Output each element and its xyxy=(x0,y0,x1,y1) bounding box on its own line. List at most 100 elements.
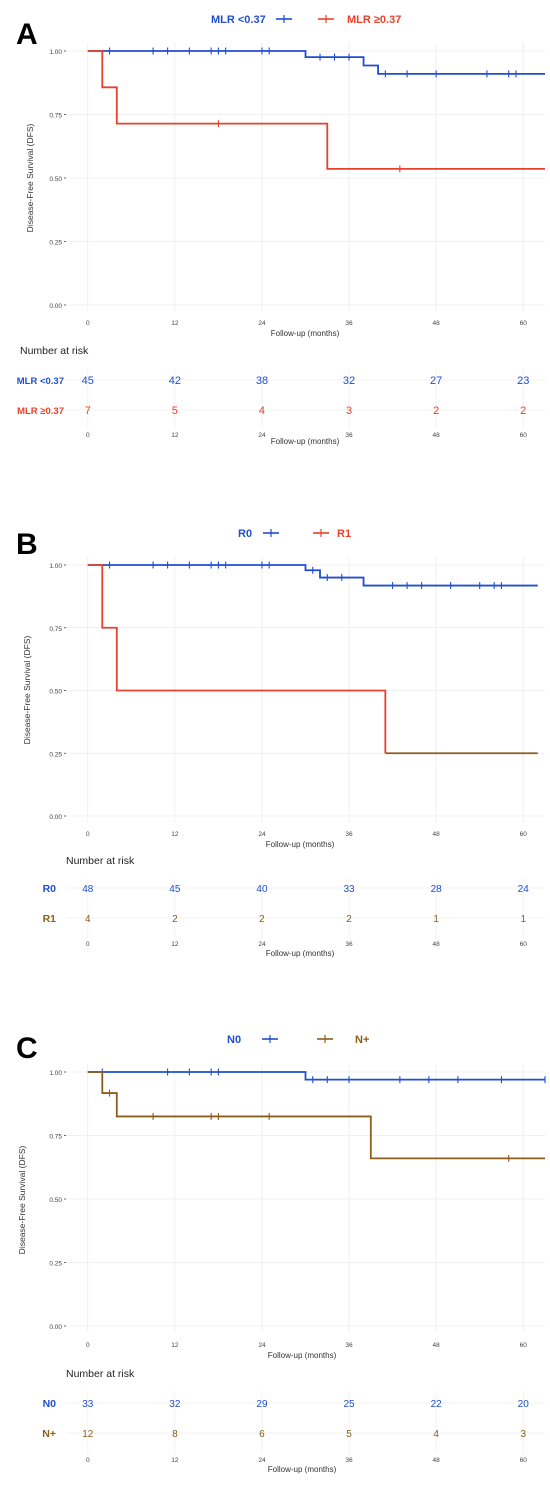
pa-risk-value: 2 xyxy=(433,405,439,417)
pa-y-tick-label: 0.50 xyxy=(49,176,62,183)
risk-x-axis-title-b: Follow-up (months) xyxy=(266,949,335,958)
pa-x-tick-label: 24 xyxy=(258,320,266,327)
risk-label-b-0: R0 xyxy=(43,883,57,895)
pa-risk-value: 2 xyxy=(520,405,526,417)
pb-risk-x-tick-label: 24 xyxy=(258,941,266,948)
pa-risk-x-tick-label: 12 xyxy=(171,432,179,439)
pb-risk-value: 28 xyxy=(431,884,443,895)
pb-risk-value: 1 xyxy=(520,914,526,925)
pb-risk-x-tick-label: 36 xyxy=(345,941,353,948)
risk-title-b: Number at risk xyxy=(66,855,135,867)
pb-risk-x-tick-label: 0 xyxy=(86,941,90,948)
pa-risk-value: 7 xyxy=(85,405,91,417)
pa-y-tick-label: 0.75 xyxy=(49,113,62,120)
pc-risk-value: 25 xyxy=(343,1399,355,1410)
pb-y-tick-label: 0.25 xyxy=(49,751,62,758)
plot-area-b: 0.00 0.25 0.50 0.75 1.00 0 12 24 36 48 60 xyxy=(49,557,545,838)
pc-x-tick-label: 48 xyxy=(433,1342,441,1349)
pc-risk-x-tick-label: 60 xyxy=(520,1457,528,1464)
pc-risk-value: 20 xyxy=(518,1399,530,1410)
legend-a-swatch-0 xyxy=(276,15,292,23)
pa-risk-x-tick-label: 60 xyxy=(520,432,528,439)
pc-risk-value: 29 xyxy=(256,1399,268,1410)
legend-c-swatch-1 xyxy=(317,1035,333,1043)
pb-risk-value: 4 xyxy=(85,914,91,925)
pa-risk-value: 38 xyxy=(256,375,268,387)
legend-a-label-1: MLR ≥0.37 xyxy=(347,14,401,26)
pc-risk-x-tick-label: 12 xyxy=(171,1457,179,1464)
pa-x-tick-label: 0 xyxy=(86,320,90,327)
pc-y-tick-label: 0.25 xyxy=(49,1261,62,1268)
pa-risk-value: 23 xyxy=(517,375,529,387)
legend-c-label-1: N+ xyxy=(355,1034,369,1046)
pb-risk-x-tick-label: 60 xyxy=(520,941,528,948)
risk-label-a-1: MLR ≥0.37 xyxy=(17,406,64,417)
risk-label-c-1: N+ xyxy=(42,1428,56,1440)
pc-risk-value: 3 xyxy=(520,1429,526,1440)
pa-x-tick-label: 48 xyxy=(433,320,441,327)
pb-risk-x-tick-label: 48 xyxy=(433,941,441,948)
pa-risk-x-tick-label: 48 xyxy=(433,432,441,439)
pb-x-tick-label: 60 xyxy=(520,831,528,838)
y-axis-title-a: Disease-Free Survival (DFS) xyxy=(25,124,35,233)
pa-risk-value: 5 xyxy=(172,405,178,417)
pb-risk-value: 24 xyxy=(518,884,530,895)
pc-risk-value: 4 xyxy=(433,1429,439,1440)
pc-curve-0 xyxy=(87,1071,545,1081)
legend-c-label-0: N0 xyxy=(227,1034,241,1046)
pb-y-tick-label: 0.75 xyxy=(49,626,62,633)
pa-risk-value: 45 xyxy=(82,375,94,387)
pc-risk-x-tick-label: 36 xyxy=(345,1457,353,1464)
pa-y-tick-label: 0.25 xyxy=(49,240,62,247)
pa-risk-value: 32 xyxy=(343,375,355,387)
risk-table-b: 48 45 40 33 28 24 4 2 2 2 1 1 0 12 24 36 48 60 xyxy=(66,878,545,948)
pc-x-tick-label: 0 xyxy=(86,1342,90,1349)
legend-b-label-1: R1 xyxy=(337,528,351,540)
legend-b-label-0: R0 xyxy=(238,528,252,540)
pc-risk-x-tick-label: 48 xyxy=(433,1457,441,1464)
pc-y-tick-label: 0.50 xyxy=(49,1197,62,1204)
panel-a: A MLR <0.37 MLR ≥0.37 Disease-Free Survi… xyxy=(16,14,545,446)
pc-risk-value: 5 xyxy=(346,1429,352,1440)
pa-risk-value: 3 xyxy=(346,405,352,417)
legend-b: R0 R1 xyxy=(238,528,351,540)
pa-curve-1 xyxy=(87,50,545,170)
pc-x-tick-label: 12 xyxy=(171,1342,179,1349)
pb-x-tick-label: 48 xyxy=(433,831,441,838)
risk-table-a: 45 42 38 32 27 237 5 4 3 2 20 12 24 36 48 60 xyxy=(66,368,545,439)
pb-risk-value: 2 xyxy=(172,914,178,925)
risk-x-axis-title-a: Follow-up (months) xyxy=(271,437,340,446)
pb-y-tick-label: 0.50 xyxy=(49,689,62,696)
pb-y-tick-label: 0.00 xyxy=(49,814,62,821)
panel-letter-c: C xyxy=(16,1032,38,1065)
pc-curve-1 xyxy=(87,1071,545,1160)
pc-risk-value: 32 xyxy=(169,1399,181,1410)
panel-letter-b: B xyxy=(16,528,38,561)
pb-risk-value: 33 xyxy=(343,884,355,895)
pb-risk-value: 1 xyxy=(433,914,439,925)
pc-risk-value: 6 xyxy=(259,1429,265,1440)
pc-risk-x-tick-label: 24 xyxy=(258,1457,266,1464)
pc-x-tick-label: 36 xyxy=(345,1342,353,1349)
pb-risk-value: 48 xyxy=(82,884,94,895)
legend-a: MLR <0.37 MLR ≥0.37 xyxy=(211,14,401,26)
plot-area-a: 0.00 0.25 0.50 0.75 1.00 0 12 24 36 48 60 xyxy=(49,43,545,327)
risk-title-a: Number at risk xyxy=(20,345,89,357)
pc-risk-value: 22 xyxy=(431,1399,443,1410)
pa-y-tick-label: 1.00 xyxy=(49,49,62,56)
pc-y-tick-label: 0.75 xyxy=(49,1134,62,1141)
pc-risk-value: 12 xyxy=(82,1429,94,1440)
pb-risk-value: 2 xyxy=(346,914,352,925)
risk-title-c: Number at risk xyxy=(66,1368,135,1380)
pc-risk-value: 8 xyxy=(172,1429,178,1440)
pb-risk-value: 40 xyxy=(256,884,268,895)
legend-c: N0 N+ xyxy=(227,1034,369,1046)
risk-x-axis-title-c: Follow-up (months) xyxy=(268,1465,337,1474)
pb-x-tick-label: 36 xyxy=(345,831,353,838)
pa-curve-0 xyxy=(87,50,545,75)
risk-label-a-0: MLR <0.37 xyxy=(17,376,64,387)
pa-risk-value: 27 xyxy=(430,375,442,387)
pc-y-tick-label: 1.00 xyxy=(49,1070,62,1077)
legend-c-swatch-0 xyxy=(262,1035,278,1043)
pb-curve-0 xyxy=(87,564,538,587)
